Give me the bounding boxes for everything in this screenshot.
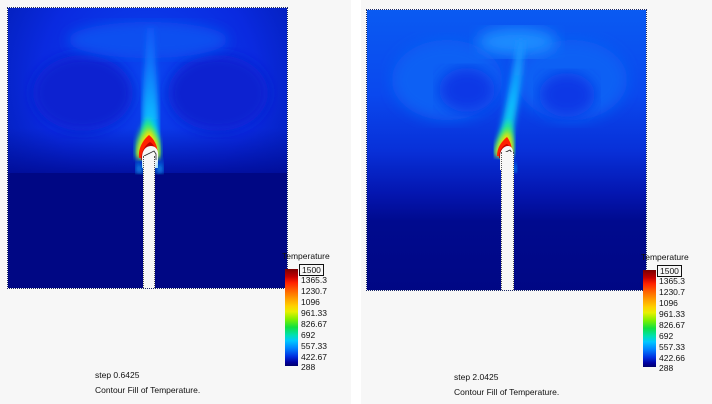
heater-rod — [143, 156, 155, 288]
step-label: step 0.6425 — [95, 370, 140, 380]
colorbar-label: 557.33 — [659, 342, 685, 352]
colorbar-label: 1365.3 — [659, 276, 685, 286]
colorbar-labels: 1500 1365.3 1230.7 1096 961.33 826.67 69… — [299, 264, 344, 372]
contour-panel-left: Temperature 1500 1365.3 1230.7 1096 961.… — [0, 0, 351, 404]
colorbar-label: 961.33 — [659, 309, 685, 319]
colorbar-max-label: 1500 — [299, 264, 324, 276]
legend-title: Temperature — [282, 251, 330, 261]
plot-caption: Contour Fill of Temperature. — [95, 385, 201, 395]
colorbar-label: 422.66 — [659, 353, 685, 363]
colorbar-label: 961.33 — [301, 308, 327, 318]
colorbar-label: 288 — [301, 362, 316, 372]
plot-caption: Contour Fill of Temperature. — [454, 387, 560, 397]
colorbar-label: 288 — [659, 363, 674, 373]
colorbar-max-label: 1500 — [657, 265, 682, 277]
contour-panel-right: Temperature 1500 1365.3 1230.7 1096 961.… — [361, 0, 712, 404]
colorbar-label: 826.67 — [659, 320, 685, 330]
colorbar — [643, 270, 656, 367]
colorbar-label: 1230.7 — [659, 287, 685, 297]
colorbar-label: 1096 — [301, 297, 320, 307]
step-label: step 2.0425 — [454, 372, 499, 382]
colorbar-label: 422.67 — [301, 352, 327, 362]
temperature-contour-plot — [366, 9, 647, 291]
colorbar-labels: 1500 1365.3 1230.7 1096 961.33 826.67 69… — [657, 265, 702, 373]
colorbar-label: 1096 — [659, 298, 678, 308]
colorbar-label: 692 — [301, 330, 316, 340]
temperature-contour-plot — [7, 7, 288, 289]
legend-title: Temperature — [641, 252, 689, 262]
colorbar — [285, 269, 298, 366]
colorbar-label: 1365.3 — [301, 275, 327, 285]
colorbar-label: 692 — [659, 331, 674, 341]
heater-rod — [501, 152, 514, 290]
colorbar-label: 1230.7 — [301, 286, 327, 296]
colorbar-label: 826.67 — [301, 319, 327, 329]
colorbar-label: 557.33 — [301, 341, 327, 351]
